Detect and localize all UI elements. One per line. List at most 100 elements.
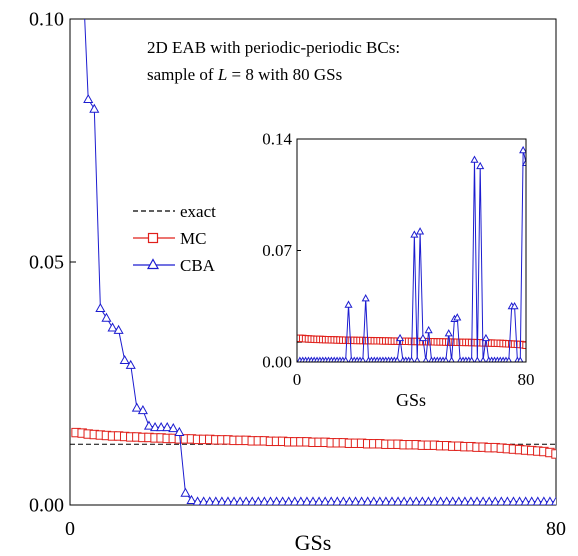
inset-point-cba	[444, 329, 453, 337]
annotation-line-1: 2D EAB with periodic-periodic BCs:	[147, 38, 400, 57]
main-point-cba	[429, 496, 440, 505]
inset-point-cba	[505, 356, 512, 362]
main-point-cba	[368, 496, 379, 505]
main-point-cba	[423, 496, 434, 505]
main-point-cba	[223, 496, 233, 505]
main-point-cba	[308, 496, 318, 505]
main-point-cba	[441, 496, 452, 505]
inset-point-cba	[521, 158, 526, 166]
inset-point-cba	[519, 145, 526, 154]
main-point-cba	[241, 496, 251, 505]
main-x-tick-label: 0	[65, 518, 75, 540]
legend-swatch-cba-marker	[146, 258, 160, 270]
main-point-cba	[277, 496, 288, 505]
main-point-cba	[247, 496, 258, 505]
legend: exact MC CBA	[133, 202, 216, 275]
main-x-tick-label: 80	[546, 518, 566, 540]
main-point-cba	[204, 496, 215, 505]
inset-point-cba	[408, 356, 415, 362]
main-point-cba	[362, 496, 373, 505]
main-point-cba	[289, 496, 300, 505]
main-point-cba	[447, 496, 458, 505]
main-point-cba	[387, 496, 397, 505]
inset-point-cba	[476, 161, 485, 170]
main-point-cba	[526, 496, 537, 505]
main-point-cba	[496, 496, 507, 505]
inset-y-tick-label: 0.00	[262, 353, 292, 372]
inset-point-cba	[361, 294, 370, 302]
main-point-cba	[520, 496, 531, 505]
main-point-cba	[192, 496, 203, 505]
main-point-cba	[211, 496, 221, 505]
main-point-cba	[283, 496, 294, 505]
main-point-cba	[514, 496, 525, 505]
annotation-line-2: sample of L = 8 with 80 GSs	[147, 65, 342, 84]
main-point-cba	[490, 496, 501, 505]
legend-label-mc: MC	[180, 229, 206, 248]
main-point-cba	[460, 496, 470, 505]
inset-point-cba	[342, 356, 349, 362]
main-point-cba	[235, 496, 245, 505]
legend-label-exact: exact	[180, 202, 216, 221]
main-point-cba	[551, 496, 556, 505]
main-point-cba	[381, 496, 391, 505]
inset-point-cba	[359, 356, 366, 362]
inset-x-axis-title: GSs	[396, 390, 426, 410]
main-point-cba	[83, 93, 94, 104]
inset-point-cba	[422, 356, 429, 362]
main-point-cba	[217, 496, 227, 505]
main-point-cba	[502, 496, 513, 505]
main-point-cba	[137, 405, 148, 415]
main-point-mc	[551, 449, 556, 459]
inset-plot-frame	[296, 138, 527, 363]
main-point-cba	[314, 496, 324, 505]
main-point-cba	[332, 496, 343, 505]
main-point-cba	[229, 496, 239, 505]
inset-point-cba	[418, 333, 427, 342]
main-point-cba	[89, 103, 100, 113]
inset-point-cba	[481, 333, 490, 342]
inset-y-tick-label: 0.14	[262, 130, 292, 149]
main-point-cba	[198, 496, 209, 505]
main-x-axis-title: GSs	[295, 530, 332, 555]
main-point-cba	[143, 420, 155, 430]
main-point-cba	[344, 496, 355, 505]
main-point-cba	[545, 496, 555, 505]
inset-point-cba	[424, 325, 433, 334]
main-y-tick-label: 0.10	[29, 9, 64, 31]
inset-point-cba	[396, 333, 405, 342]
main-point-cba	[186, 494, 197, 504]
main-point-cba	[466, 496, 476, 505]
main-point-cba	[411, 496, 422, 505]
main-point-cba	[95, 302, 106, 313]
main-point-cba	[113, 324, 124, 334]
inset-y-tick-label: 0.07	[262, 241, 292, 260]
inset-point-cba	[510, 302, 519, 310]
main-point-cba	[508, 496, 519, 505]
main-point-cba	[259, 496, 270, 505]
inset-point-cba	[344, 300, 353, 308]
main-point-cba	[131, 402, 142, 412]
inset-x-tick-label: 80	[518, 370, 535, 389]
main-point-cba	[478, 496, 488, 505]
main-y-tick-label: 0.00	[29, 495, 64, 517]
main-point-cba	[296, 496, 306, 505]
main-point-cba	[539, 496, 549, 505]
inset-point-cba	[470, 155, 479, 163]
main-point-cba	[320, 496, 330, 505]
main-point-cba	[532, 496, 543, 505]
inset-point-cba	[468, 356, 475, 362]
main-point-cba	[405, 496, 415, 505]
main-point-cba	[168, 422, 179, 433]
main-point-cba	[350, 496, 361, 505]
legend-swatch-mc-marker	[147, 232, 159, 244]
main-point-cba	[454, 496, 464, 505]
main-point-cba	[417, 496, 428, 505]
main-point-cba	[302, 496, 312, 505]
main-point-cba	[472, 496, 482, 505]
main-point-cba	[162, 422, 173, 432]
inset-point-cba	[517, 356, 524, 362]
inset-point-cba	[414, 356, 421, 362]
inset-point-cba	[410, 230, 419, 238]
